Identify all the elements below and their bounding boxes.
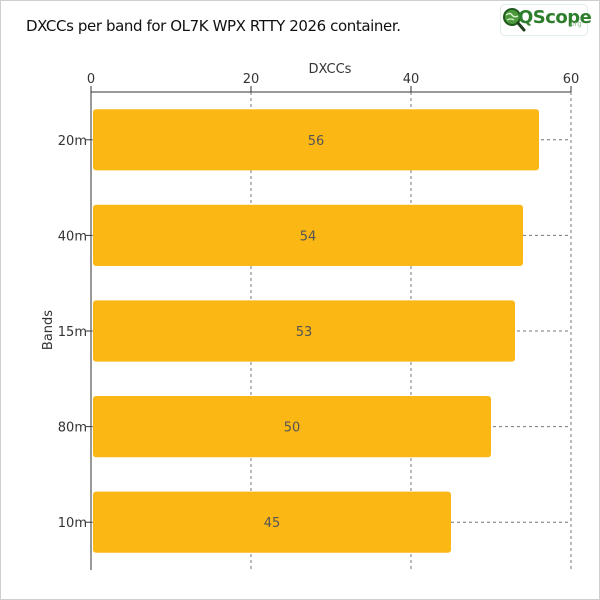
x-tick-label: 20 [243,72,260,87]
data-label: 45 [264,516,281,531]
y-axis-title: Bands [41,310,56,350]
bar-20m [93,109,539,171]
bars: 56 54 53 50 45 [93,109,539,553]
y-tick-label: 80m [58,421,87,436]
logo-suffix: .org [568,20,582,28]
bar-10m [93,491,451,553]
data-label: 50 [284,421,301,436]
x-axis-title: DXCCs [309,62,352,77]
magnifier-globe-icon [503,8,526,32]
x-tick-label: 60 [563,72,580,87]
bar-15m [93,300,515,362]
logo-text: QScope [518,7,592,28]
y-tick-label: 20m [58,134,87,149]
data-label: 54 [300,229,317,244]
y-tick-label: 15m [58,325,87,340]
axes: 0 20 40 60 20m 40m 15m 80m 10m [58,72,579,570]
bar-80m [93,396,491,458]
qscope-logo [500,4,588,36]
x-tick-label: 0 [87,72,95,87]
data-label: 56 [308,134,325,149]
chart-title: DXCCs per band for OL7K WPX RTTY 2026 co… [26,17,401,35]
data-label: 53 [296,325,313,340]
y-tick-label: 40m [58,229,87,244]
y-tick-label: 10m [58,516,87,531]
x-tick-label: 40 [403,72,420,87]
bar-40m [93,204,523,266]
